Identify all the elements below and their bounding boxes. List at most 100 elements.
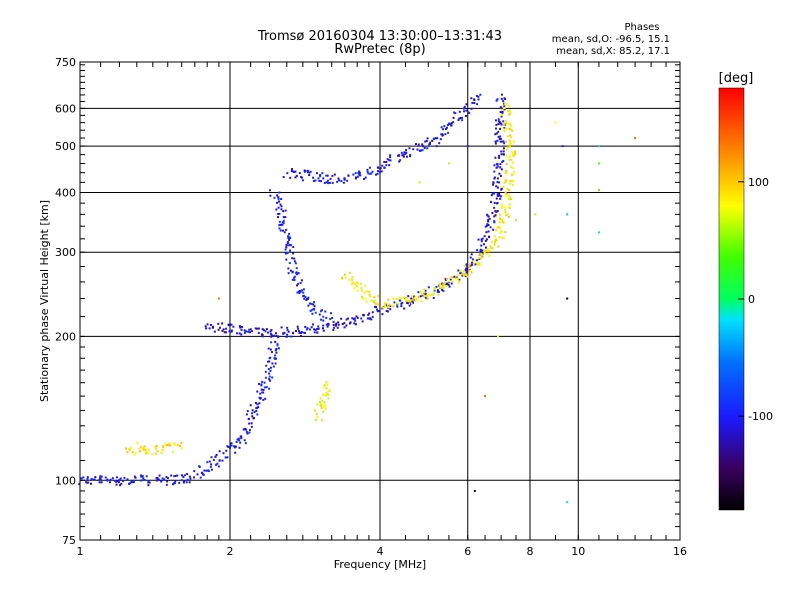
echo-point [418, 181, 421, 184]
echo-point [486, 213, 489, 216]
echo-point [147, 448, 150, 451]
echo-point [188, 481, 191, 484]
echo-point [398, 299, 401, 302]
echo-point [336, 180, 339, 183]
echo-point [436, 289, 439, 292]
echo-point [431, 293, 434, 296]
echo-point [335, 322, 338, 325]
echo-point [300, 279, 303, 282]
echo-point [501, 160, 504, 163]
echo-point [480, 256, 483, 259]
echo-point [176, 474, 179, 477]
colorbar-tick-label: -100 [748, 410, 773, 423]
echo-point [264, 397, 267, 400]
echo-point [331, 181, 334, 184]
y-tick-label: 400 [55, 186, 76, 199]
echo-point [508, 127, 511, 130]
echo-point [236, 332, 239, 335]
echo-point [277, 206, 280, 209]
echo-point [503, 102, 506, 105]
echo-point [327, 393, 330, 396]
echo-point [111, 477, 114, 480]
echo-point [446, 123, 449, 126]
echo-point [427, 286, 430, 289]
echo-point [108, 481, 111, 484]
echo-point [256, 413, 259, 416]
echo-point [447, 283, 450, 286]
echo-point [411, 294, 414, 297]
echo-point [320, 402, 323, 405]
echo-point [477, 95, 480, 98]
echo-point [287, 237, 290, 240]
echo-point [94, 476, 97, 479]
echo-point [253, 411, 256, 414]
echo-point [99, 478, 102, 481]
x-tick-label: 1 [77, 545, 84, 558]
echo-point [494, 240, 497, 243]
echo-point [133, 453, 136, 456]
echo-point [597, 231, 600, 234]
echo-point [333, 173, 336, 176]
echo-point [486, 248, 489, 251]
echo-point [125, 447, 128, 450]
echo-point [314, 328, 317, 331]
echo-point [511, 179, 514, 182]
echo-point [505, 127, 508, 130]
echo-point [182, 481, 185, 484]
echo-point [264, 376, 267, 379]
x-tick-label: 8 [527, 545, 534, 558]
echo-point [136, 441, 139, 444]
echo-point [282, 219, 285, 222]
echo-point [348, 271, 351, 274]
echo-point [257, 406, 260, 409]
echo-point [475, 259, 478, 262]
colorbar-label: [deg] [719, 71, 754, 86]
echo-point [485, 238, 488, 241]
echo-point [428, 141, 431, 144]
x-tick-label: 4 [377, 545, 384, 558]
echo-point [315, 412, 318, 415]
echo-point [353, 287, 356, 290]
echo-point [420, 300, 423, 303]
echo-point [513, 151, 516, 154]
echo-point [312, 323, 315, 326]
echo-point [373, 305, 376, 308]
echo-point [237, 437, 240, 440]
echo-point [314, 311, 317, 314]
echo-point [106, 479, 109, 482]
echo-point [267, 347, 270, 350]
echo-point [504, 231, 507, 234]
echo-point [459, 270, 462, 273]
echo-point [327, 179, 330, 182]
echo-point [321, 327, 324, 330]
echo-point [234, 446, 237, 449]
phases-x-stats: mean, sd,X: 85.2, 17.1 [556, 46, 670, 57]
echo-point [278, 220, 281, 223]
echo-point [204, 325, 207, 328]
echo-point [251, 415, 254, 418]
echo-point [470, 261, 473, 264]
echo-point [234, 451, 237, 454]
echo-point [459, 272, 462, 275]
echo-point [340, 317, 343, 320]
echo-point [120, 482, 123, 485]
echo-point [383, 305, 386, 308]
echo-point [363, 178, 366, 181]
echo-point [494, 210, 497, 213]
echo-point [502, 236, 505, 239]
echo-point [510, 173, 513, 176]
echo-point [269, 356, 272, 359]
echo-point [265, 386, 268, 389]
echo-point [162, 446, 165, 449]
echo-point [337, 323, 340, 326]
echo-point [479, 264, 482, 267]
echo-point [566, 501, 569, 504]
echo-point [306, 171, 309, 174]
echo-point [499, 227, 502, 230]
echo-point [293, 276, 296, 279]
echo-point [133, 475, 136, 478]
echo-point [495, 132, 498, 135]
echo-point [362, 313, 365, 316]
echo-point [352, 173, 355, 176]
echo-point [142, 477, 145, 480]
